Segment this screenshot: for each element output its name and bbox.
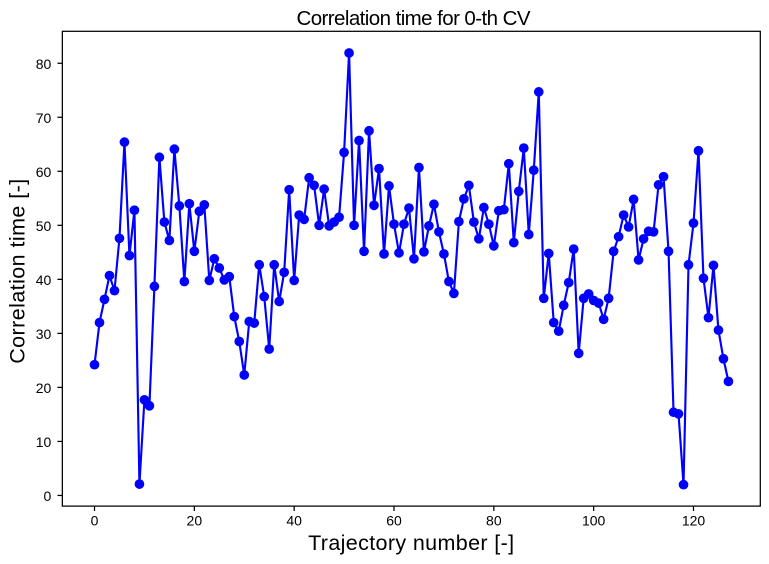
svg-text:Trajectory number [-]: Trajectory number [-] xyxy=(308,531,514,555)
svg-text:0: 0 xyxy=(91,512,99,528)
svg-text:60: 60 xyxy=(36,164,52,180)
svg-text:20: 20 xyxy=(187,512,203,528)
svg-text:60: 60 xyxy=(386,512,402,528)
svg-text:20: 20 xyxy=(36,380,52,396)
svg-text:100: 100 xyxy=(582,512,606,528)
svg-text:70: 70 xyxy=(36,110,52,126)
svg-text:0: 0 xyxy=(44,488,52,504)
svg-text:40: 40 xyxy=(36,272,52,288)
svg-text:30: 30 xyxy=(36,326,52,342)
svg-text:120: 120 xyxy=(682,512,706,528)
svg-text:Correlation time [-]: Correlation time [-] xyxy=(6,179,30,364)
svg-text:80: 80 xyxy=(36,56,52,72)
svg-text:40: 40 xyxy=(286,512,302,528)
svg-text:10: 10 xyxy=(36,434,52,450)
svg-text:50: 50 xyxy=(36,218,52,234)
svg-text:80: 80 xyxy=(486,512,502,528)
svg-text:Correlation time for 0-th CV: Correlation time for 0-th CV xyxy=(297,7,531,30)
